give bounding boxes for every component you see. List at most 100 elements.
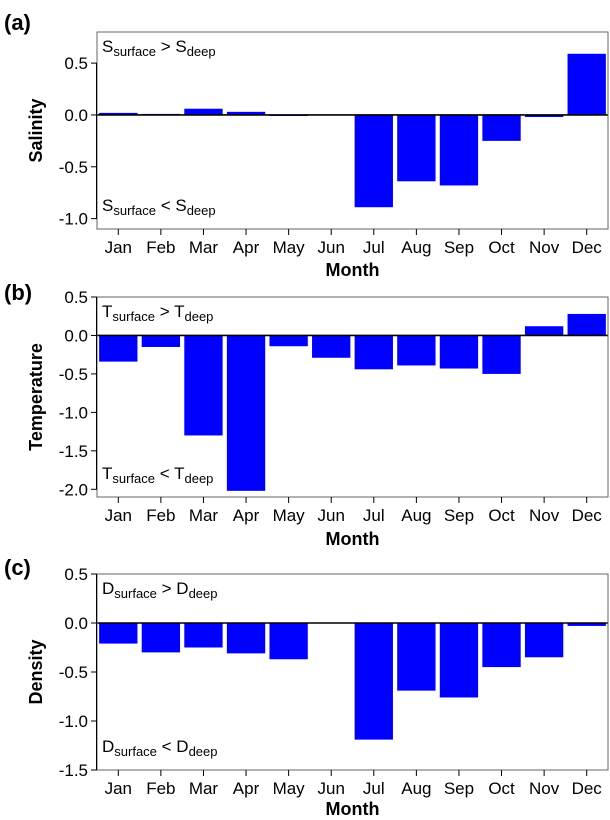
bar-dec: [567, 313, 606, 336]
x-tick-label: Jul: [363, 779, 385, 798]
bar-may: [269, 623, 308, 660]
x-tick-label: Oct: [488, 238, 515, 257]
y-tick-label: 0.5: [64, 565, 88, 584]
x-tick-label: Aug: [401, 238, 431, 257]
annotation-top: Ssurface > Sdeep: [102, 37, 216, 59]
y-tick-label: 0.0: [64, 326, 88, 345]
panel-label: (b): [4, 280, 32, 305]
x-tick-label: Nov: [529, 506, 560, 525]
panel-label: (a): [4, 10, 31, 35]
bar-nov: [524, 114, 564, 118]
y-tick-label: 0.5: [64, 54, 88, 73]
x-tick-label: Jan: [105, 779, 132, 798]
x-tick-label: Aug: [401, 779, 431, 798]
x-tick-label: Jun: [317, 238, 344, 257]
bar-jun: [312, 335, 351, 358]
bar-jul: [354, 114, 393, 208]
x-tick-label: May: [273, 506, 306, 525]
y-tick-label: -1.0: [59, 712, 88, 731]
x-tick-label: Sep: [444, 779, 474, 798]
x-tick-label: Oct: [488, 506, 515, 525]
bar-apr: [226, 335, 266, 491]
y-tick-label: -0.5: [59, 663, 88, 682]
x-tick-label: Apr: [233, 779, 260, 798]
bar-may: [269, 335, 308, 347]
x-tick-label: Aug: [401, 506, 431, 525]
x-tick-label: Feb: [146, 506, 175, 525]
bar-apr: [226, 623, 266, 654]
y-tick-label: -1.0: [59, 210, 88, 229]
x-tick-label: Apr: [233, 506, 260, 525]
bar-oct: [482, 623, 521, 668]
annotation-top: Dsurface > Ddeep: [102, 579, 218, 601]
bar-sep: [439, 114, 479, 186]
y-tick-label: 0.0: [64, 106, 88, 125]
x-tick-label: Apr: [233, 238, 260, 257]
x-tick-label: Nov: [529, 238, 560, 257]
y-axis-label: Salinity: [26, 98, 46, 162]
bar-mar: [184, 623, 223, 648]
bar-sep: [439, 623, 479, 698]
x-tick-label: Feb: [146, 238, 175, 257]
panel-0: 0.5 0.0 -0.5 -1.0 Jan Feb Mar Apr May Jun Jul Aug Se…: [4, 10, 609, 280]
x-tick-label: Dec: [572, 238, 603, 257]
annotation-bottom: Tsurface < Tdeep: [102, 464, 213, 486]
bar-oct: [482, 114, 521, 141]
x-tick-label: May: [273, 238, 306, 257]
bar-aug: [397, 335, 436, 366]
x-tick-label: Mar: [189, 779, 219, 798]
y-tick-label: 0.0: [64, 614, 88, 633]
x-tick-label: Dec: [572, 506, 603, 525]
bar-jan: [99, 112, 138, 115]
annotation-bottom: Dsurface < Ddeep: [102, 737, 218, 759]
bar-mar: [184, 108, 223, 115]
x-tick-label: Nov: [529, 779, 560, 798]
x-axis-label: Month: [326, 260, 380, 280]
bar-jan: [99, 623, 138, 644]
panel-label: (c): [4, 555, 31, 580]
panel-1: 0.5 0.0 -0.5 -1.0 -1.5 -2.0 Jan Feb Mar Apr May Jun…: [4, 280, 609, 549]
y-axis-label: Density: [26, 639, 46, 704]
bar-aug: [397, 114, 436, 182]
bar-dec: [567, 53, 606, 115]
x-tick-label: Mar: [189, 238, 219, 257]
x-tick-label: May: [273, 779, 306, 798]
y-tick-label: -1.5: [59, 442, 88, 461]
annotation-bottom: Ssurface < Sdeep: [102, 196, 216, 218]
bar-jan: [99, 335, 138, 362]
bar-nov: [524, 326, 564, 336]
bar-mar: [184, 335, 223, 436]
x-tick-label: Jun: [317, 779, 344, 798]
y-tick-label: -1.5: [59, 761, 88, 780]
x-tick-label: Dec: [572, 779, 603, 798]
x-tick-label: Jun: [317, 506, 344, 525]
y-axis-label: Temperature: [26, 343, 46, 451]
x-tick-label: Feb: [146, 779, 175, 798]
bar-oct: [482, 335, 521, 374]
bar-sep: [439, 335, 479, 369]
x-axis-label: Month: [326, 529, 380, 549]
bar-apr: [226, 111, 266, 115]
bar-nov: [524, 623, 564, 658]
y-tick-label: -0.5: [59, 158, 88, 177]
bar-jul: [354, 623, 393, 740]
y-tick-label: 0.5: [64, 288, 88, 307]
bar-jul: [354, 335, 393, 370]
x-tick-label: Jan: [105, 506, 132, 525]
x-tick-label: Oct: [488, 779, 515, 798]
x-tick-label: Sep: [444, 238, 474, 257]
x-tick-label: Mar: [189, 506, 219, 525]
x-tick-label: Jul: [363, 506, 385, 525]
x-tick-label: Jul: [363, 238, 385, 257]
bar-dec: [567, 623, 606, 626]
bar-feb: [141, 623, 181, 653]
x-tick-label: Sep: [444, 506, 474, 525]
x-axis-label: Month: [326, 799, 380, 819]
y-tick-label: -0.5: [59, 365, 88, 384]
bar-aug: [397, 623, 436, 691]
annotation-top: Tsurface > Tdeep: [102, 302, 213, 324]
y-tick-label: -1.0: [59, 403, 88, 422]
bar-feb: [141, 335, 181, 347]
y-tick-label: -2.0: [59, 480, 88, 499]
panel-2: 0.5 0.0 -0.5 -1.0 -1.5 Jan Feb Mar Apr May Jun Jul A…: [4, 555, 609, 819]
